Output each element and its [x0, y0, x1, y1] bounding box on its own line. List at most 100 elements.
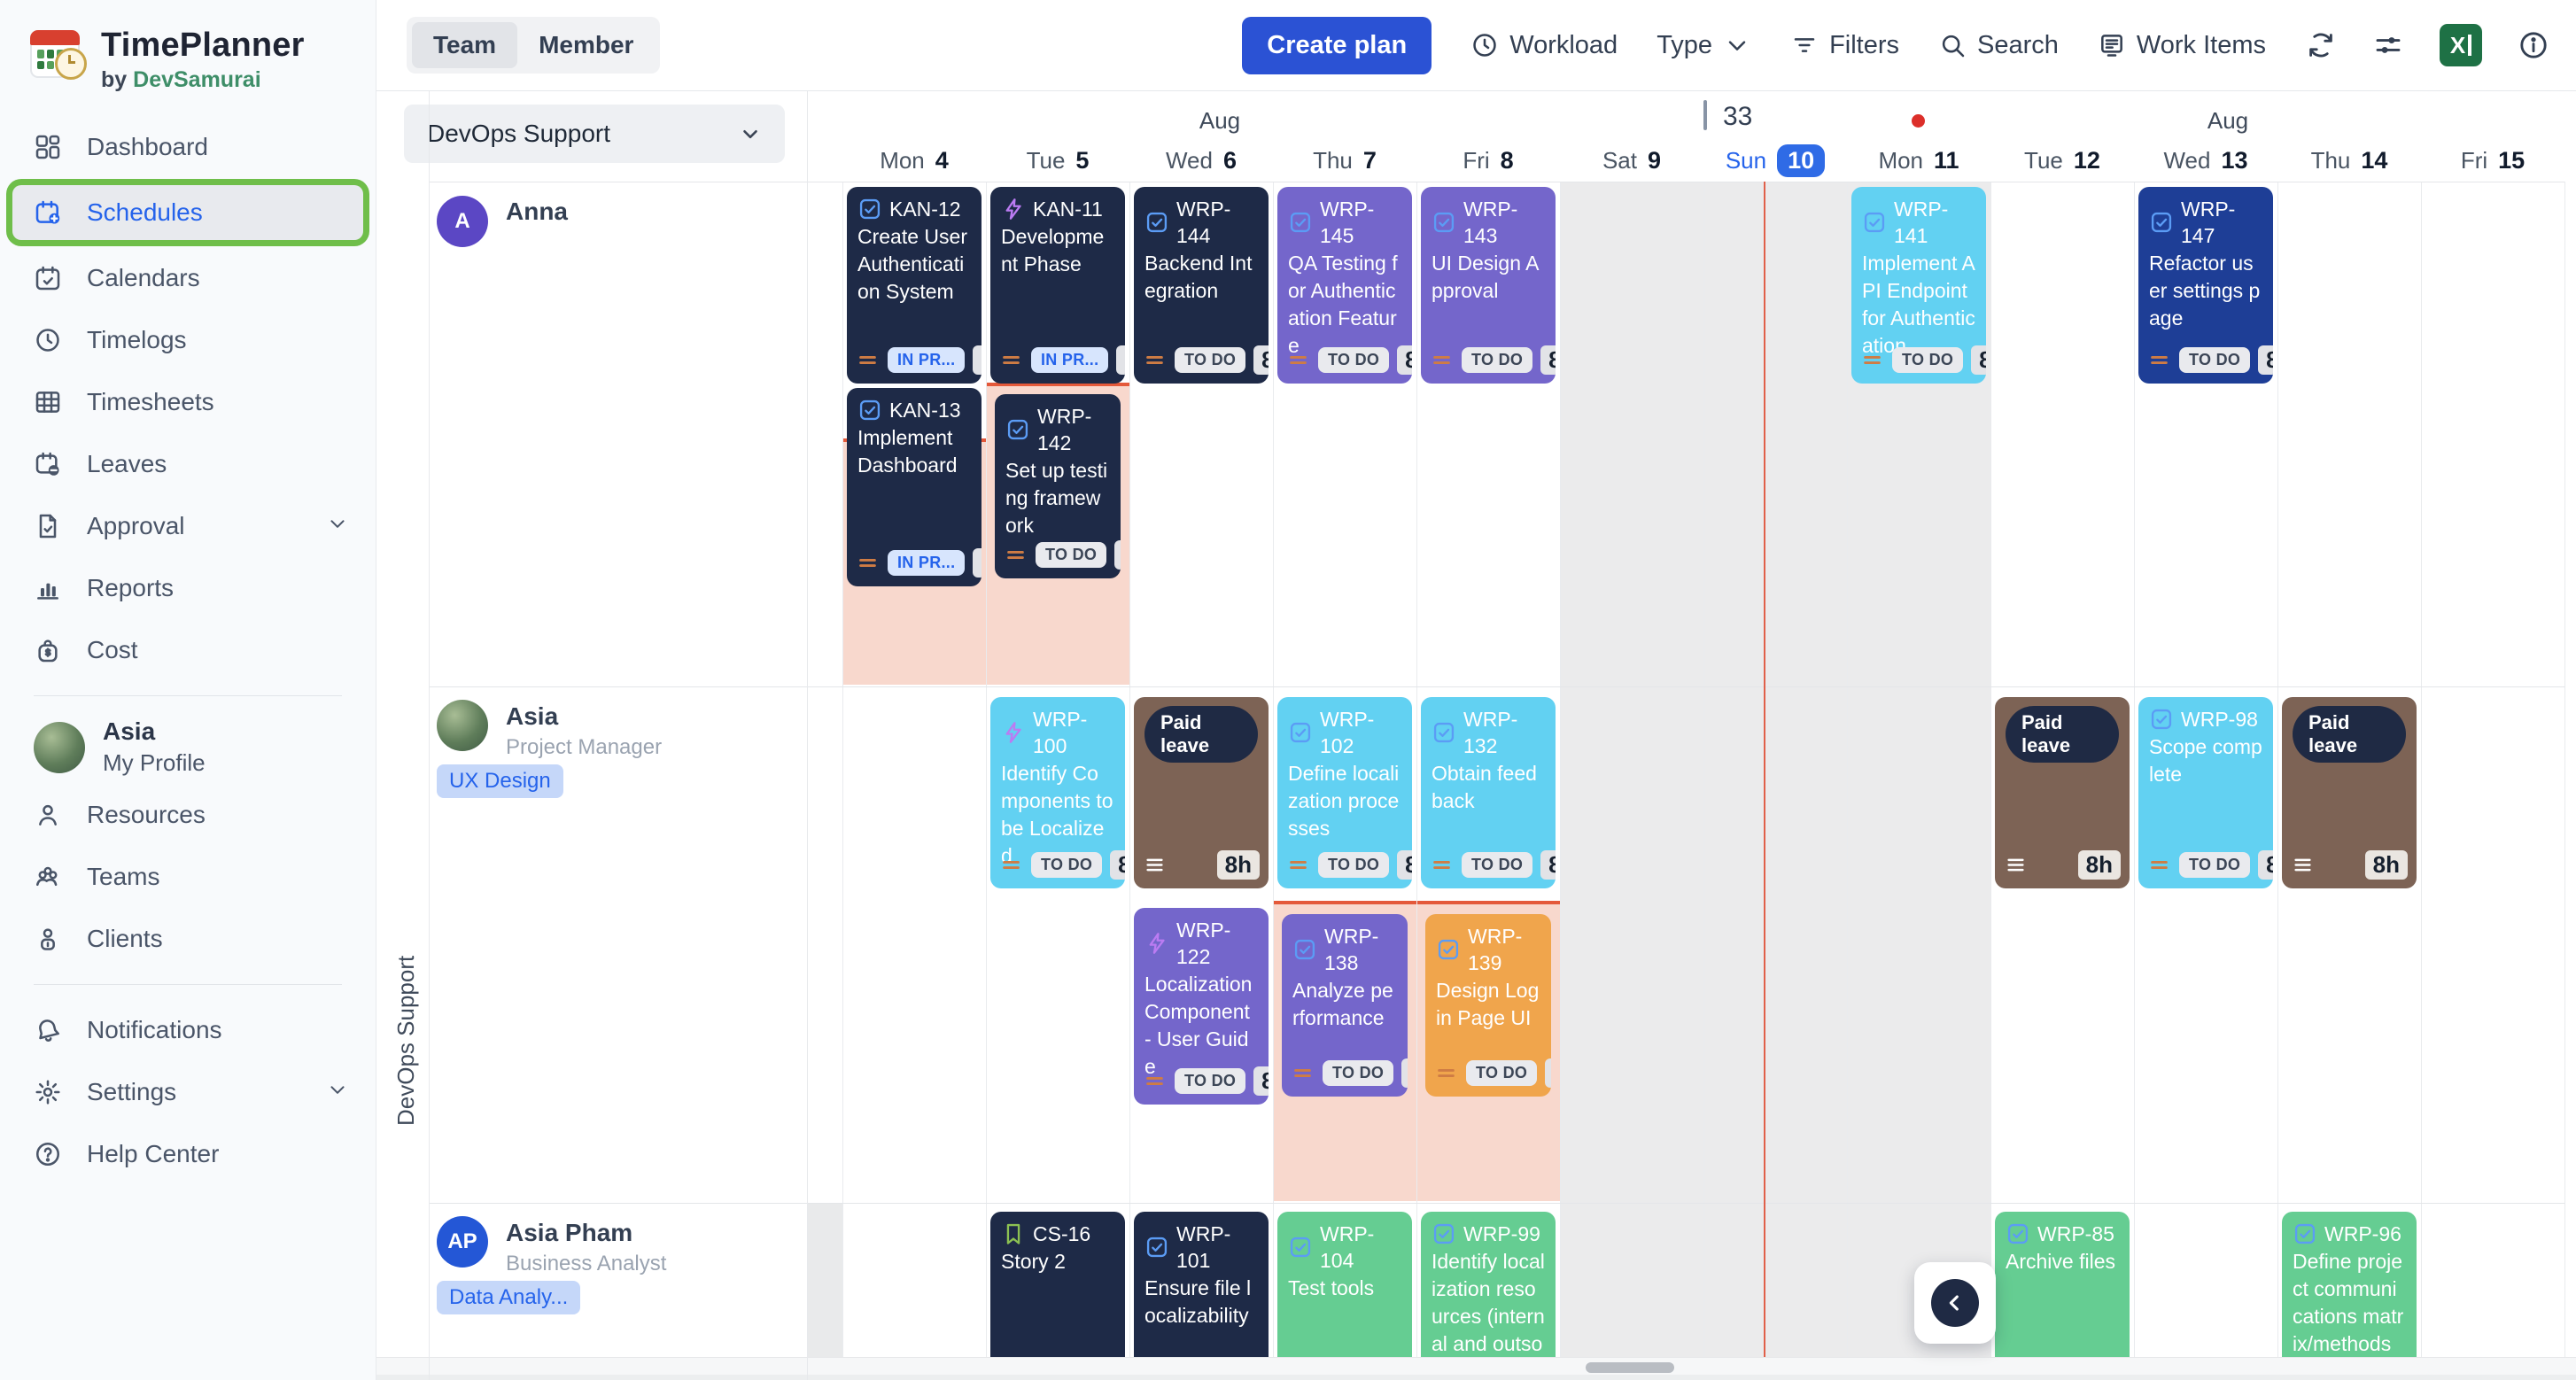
bolt-icon — [1149, 933, 1165, 954]
day-header-thu-7[interactable]: Thu 7 — [1313, 146, 1377, 174]
sidebar-item-resources[interactable]: Resources — [0, 784, 376, 846]
equals-icon — [1003, 861, 1020, 869]
task-key: WRP-147 — [2181, 198, 2236, 247]
sidebar-item-teams[interactable]: Teams — [0, 846, 376, 908]
task-title: Design Login Page UI — [1436, 979, 1540, 1029]
priority-icon — [856, 551, 880, 575]
profile-name: Asia — [103, 717, 156, 745]
sidebar-item-help-center[interactable]: Help Center — [0, 1123, 376, 1185]
view-toggle-member[interactable]: Member — [539, 31, 634, 58]
sidebar-item-clients[interactable]: Clients — [0, 908, 376, 970]
type-button[interactable]: Type — [1657, 31, 1751, 60]
resource-role: Business Analyst — [506, 1252, 667, 1275]
priority-icon — [1860, 348, 1884, 372]
day-header-tue-12[interactable]: Tue 12 — [2024, 146, 2100, 174]
task-card-wrp-99[interactable]: WRP-99 Identify localization resources (i… — [1421, 1212, 1556, 1357]
checkbox-icon — [1007, 419, 1028, 440]
task-card-wrp-139[interactable]: WRP-139 Design Login Page UI TO DO 8h — [1425, 914, 1551, 1097]
day-header-mon-11[interactable]: Mon 11 — [1878, 146, 1959, 174]
day-gridline — [1416, 182, 1417, 1357]
resource-row-header[interactable]: Asia Project Manager UX Design — [430, 686, 802, 1203]
task-card-wrp-122[interactable]: WRP-122 Localization Component - User Gui… — [1134, 908, 1269, 1105]
task-card-wrp-145[interactable]: WRP-145 QA Testing for Authentication Fea… — [1277, 187, 1412, 384]
resource-name: Anna — [506, 198, 568, 225]
info-button[interactable] — [2518, 29, 2549, 61]
status-badge: TO DO — [1323, 1060, 1394, 1086]
month-label: Aug — [2207, 107, 2249, 134]
day-gridline — [1847, 182, 1848, 1357]
hours-badge: 8h — [973, 548, 982, 578]
day-header-tue-5[interactable]: Tue 5 — [1026, 146, 1090, 174]
sidebar-item-label: Approval — [87, 512, 185, 539]
sidebar-item-calendars[interactable]: Calendars — [0, 247, 376, 309]
resource-row-header[interactable]: A Anna — [430, 182, 802, 686]
task-card-wrp-98[interactable]: WRP-98 Scope complete TO DO 8h — [2138, 697, 2273, 888]
excel-export-icon[interactable]: X — [2440, 24, 2482, 66]
task-title: Ensure file localizability — [1144, 1276, 1252, 1327]
leave-card[interactable]: Paid leave 8h — [2282, 697, 2417, 888]
status-badge: TO DO — [1318, 347, 1390, 373]
leave-card[interactable]: Paid leave 8h — [1995, 697, 2130, 888]
equals-icon — [1290, 356, 1307, 364]
task-card-wrp-141[interactable]: WRP-141 Implement API Endpoint for Authen… — [1851, 187, 1986, 384]
task-card-wrp-132[interactable]: WRP-132 Obtain feedback TO DO 8h — [1421, 697, 1556, 888]
sidebar-item-notifications[interactable]: Notifications — [0, 999, 376, 1061]
task-card-kan-13[interactable]: KAN-13 Implement Dashboard IN PR... 8h — [847, 388, 982, 586]
view-toggle-team[interactable]: Team — [412, 22, 518, 68]
task-card-wrp-102[interactable]: WRP-102 Define localization processes TO D… — [1277, 697, 1412, 888]
filters-button[interactable]: Filters — [1790, 31, 1899, 60]
sidebar-profile[interactable]: Asia My Profile — [0, 710, 376, 784]
team-selector-dropdown[interactable]: DevOps Support — [404, 105, 785, 163]
sync-button[interactable] — [2305, 29, 2337, 61]
sidebar-item-timesheets[interactable]: Timesheets — [0, 371, 376, 433]
users-icon — [36, 866, 58, 887]
hours-badge: 8h — [973, 345, 982, 375]
create-plan-button[interactable]: Create plan — [1242, 16, 1432, 74]
workload-button[interactable]: Workload — [1470, 31, 1618, 60]
day-header-wed-13[interactable]: Wed 13 — [2163, 146, 2248, 174]
priority-icon — [1143, 1069, 1167, 1093]
hours-badge: 8h — [1545, 1058, 1551, 1088]
task-card-cs-16[interactable]: CS-16 Story 2 — [990, 1212, 1125, 1357]
collapse-panel-button[interactable] — [1931, 1279, 1979, 1327]
search-button[interactable]: Search — [1938, 31, 2059, 60]
sliders-button[interactable] — [2372, 29, 2404, 61]
sidebar-item-schedules[interactable]: Schedules — [12, 185, 363, 240]
file-check-icon — [39, 514, 57, 539]
sidebar-item-timelogs[interactable]: Timelogs — [0, 309, 376, 371]
task-card-wrp-143[interactable]: WRP-143 UI Design Approval TO DO 8h — [1421, 187, 1556, 384]
task-title: Analyze performance — [1292, 979, 1393, 1029]
task-key: WRP-100 — [1033, 708, 1088, 757]
task-card-kan-11[interactable]: KAN-11 Development Phase IN PR... 8h — [990, 187, 1125, 384]
sidebar-item-approval[interactable]: Approval — [0, 495, 376, 557]
equals-icon — [1146, 1077, 1163, 1085]
sidebar-item-cost[interactable]: Cost — [0, 619, 376, 681]
task-card-wrp-85[interactable]: WRP-85 Archive files — [1995, 1212, 2130, 1357]
leave-card[interactable]: Paid leave 8h — [1134, 697, 1269, 888]
task-card-wrp-144[interactable]: WRP-144 Backend Integration TO DO 8h — [1134, 187, 1269, 384]
day-header-sun-10[interactable]: Sun 10 — [1703, 141, 1847, 180]
task-card-wrp-101[interactable]: WRP-101 Ensure file localizability — [1134, 1212, 1269, 1357]
task-card-wrp-138[interactable]: WRP-138 Analyze performance TO DO 8h — [1282, 914, 1408, 1097]
task-card-kan-12[interactable]: KAN-12 Create User Authentication System I… — [847, 187, 982, 384]
sidebar-item-dashboard[interactable]: Dashboard — [0, 116, 376, 178]
scrollbar-thumb[interactable] — [1586, 1362, 1674, 1373]
task-card-wrp-147[interactable]: WRP-147 Refactor user settings page TO DO 8… — [2138, 187, 2273, 384]
sidebar-item-reports[interactable]: Reports — [0, 557, 376, 619]
task-card-wrp-100[interactable]: WRP-100 Identify Components to be Localiz… — [990, 697, 1125, 888]
task-card-wrp-104[interactable]: WRP-104 Test tools — [1277, 1212, 1412, 1357]
sidebar-item-settings[interactable]: Settings — [0, 1061, 376, 1123]
day-header-fri-8[interactable]: Fri 8 — [1463, 146, 1514, 174]
day-header-sat-9[interactable]: Sat 9 — [1602, 146, 1662, 174]
work-items-button[interactable]: Work Items — [2098, 31, 2266, 60]
task-card-wrp-96[interactable]: WRP-96 Define project communications matr… — [2282, 1212, 2417, 1357]
day-header-fri-15[interactable]: Fri 15 — [2460, 146, 2526, 174]
day-header-wed-6[interactable]: Wed 6 — [1165, 146, 1238, 174]
leave-type-badge: Paid leave — [2006, 706, 2119, 763]
calendar-minus-icon — [35, 452, 59, 476]
task-card-wrp-142[interactable]: WRP-142 Set up testing framework TO DO 8h — [995, 394, 1121, 578]
resource-row-header[interactable]: AP Asia Pham Business Analyst Data Analy... — [430, 1203, 802, 1357]
sidebar-item-leaves[interactable]: Leaves — [0, 433, 376, 495]
day-header-thu-14[interactable]: Thu 14 — [2310, 146, 2388, 174]
day-header-mon-4[interactable]: Mon 4 — [880, 146, 949, 174]
